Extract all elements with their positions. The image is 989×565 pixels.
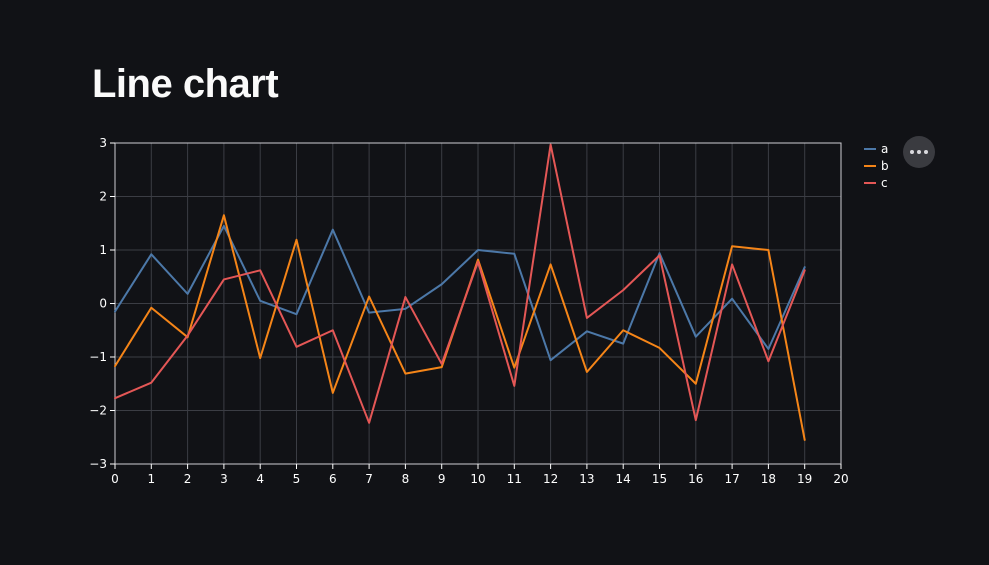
legend-label-b[interactable]: b (881, 159, 889, 173)
x-tick-label: 12 (543, 472, 558, 486)
y-tick-label: −3 (89, 457, 107, 471)
x-tick-label: 4 (256, 472, 264, 486)
x-tick-label: 7 (365, 472, 373, 486)
x-tick-label: 18 (761, 472, 776, 486)
x-tick-label: 9 (438, 472, 446, 486)
x-tick-label: 15 (652, 472, 667, 486)
x-tick-label: 1 (147, 472, 155, 486)
more-horizontal-icon (910, 150, 914, 154)
x-tick-label: 19 (797, 472, 812, 486)
x-tick-label: 5 (293, 472, 301, 486)
x-tick-label: 11 (507, 472, 522, 486)
legend[interactable]: abc (864, 142, 889, 190)
x-tick-label: 6 (329, 472, 337, 486)
axes: 0 1 2 3 4 5 6 7 8 9 10 11 12 13 14 15 16 17 18 19 203210−1−2… (89, 136, 848, 486)
series-line-b[interactable] (114, 214, 806, 441)
y-tick-label: 2 (99, 190, 107, 204)
x-tick-label: 10 (470, 472, 485, 486)
y-tick-label: −2 (89, 404, 107, 418)
x-tick-label: 14 (616, 472, 631, 486)
x-tick-label: 20 (833, 472, 848, 486)
grid-lines (114, 142, 842, 465)
x-tick-label: 13 (579, 472, 594, 486)
y-tick-label: 0 (99, 297, 107, 311)
y-tick-label: 1 (99, 243, 107, 257)
legend-label-c[interactable]: c (881, 176, 888, 190)
x-tick-label: 16 (688, 472, 703, 486)
y-tick-label: −1 (89, 350, 107, 364)
x-tick-label: 8 (402, 472, 410, 486)
more-horizontal-icon-dot-3 (924, 150, 928, 154)
more-options-button[interactable] (903, 136, 935, 168)
x-tick-label: 0 (111, 472, 119, 486)
x-tick-label: 2 (184, 472, 192, 486)
legend-label-a[interactable]: a (881, 142, 888, 156)
y-tick-label: 3 (99, 136, 107, 150)
page-title: Line chart (92, 62, 279, 106)
series-line-c[interactable] (114, 143, 806, 424)
more-horizontal-icon-dot-2 (917, 150, 921, 154)
x-tick-label: 3 (220, 472, 228, 486)
series-line-a[interactable] (114, 224, 806, 362)
x-tick-label: 17 (724, 472, 739, 486)
series-lines[interactable] (114, 143, 806, 441)
